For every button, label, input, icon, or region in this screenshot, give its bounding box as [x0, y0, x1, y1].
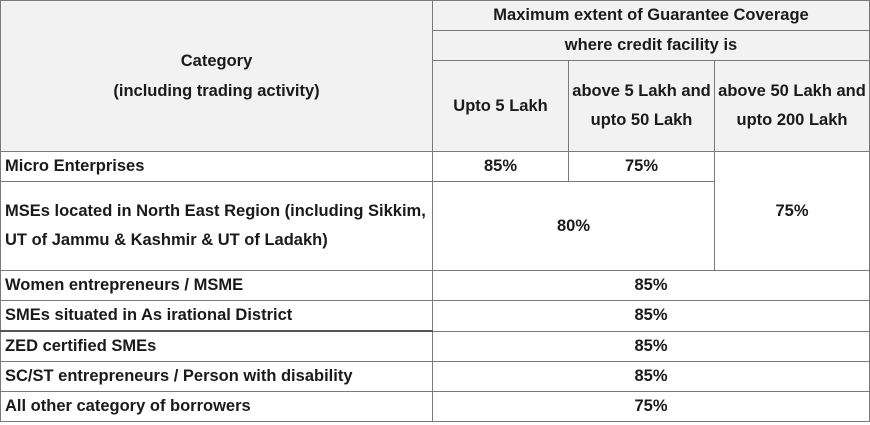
table-row: SC/ST entrepreneurs / Person with disabi…	[0, 361, 870, 392]
table-row: SMEs situated in As irational District 8…	[0, 300, 870, 332]
row-category-label: ZED certified SMEs	[0, 330, 433, 362]
column-header-50-to-200-lakh: above 50 Lakh and upto 200 Lakh	[714, 60, 870, 152]
merged-value-50-to-200-lakh: 75%	[714, 151, 870, 271]
row-value-all-ranges: 85%	[432, 270, 870, 301]
table-row: Women entrepreneurs / MSME 85%	[0, 270, 870, 301]
column-header-5-to-50-lakh: above 5 Lakh and upto 50 Lakh	[568, 60, 715, 152]
row-category-label: All other category of borrowers	[0, 391, 433, 422]
row-value-upto-5-lakh: 85%	[432, 151, 569, 182]
table-row: MSEs located in North East Region (inclu…	[0, 181, 870, 271]
coverage-subtitle-header: where credit facility is	[432, 30, 870, 61]
header-row-columns: Upto 5 Lakh above 5 Lakh and upto 50 Lak…	[1, 60, 870, 152]
row-value-all-ranges: 85%	[432, 361, 870, 392]
table-row: ZED certified SMEs 85%	[0, 330, 870, 362]
row-value-all-ranges: 85%	[432, 300, 870, 332]
header-row-title: Category (including trading activity) Ma…	[0, 0, 870, 152]
table-row: Micro Enterprises 85% 75% 75%	[0, 151, 870, 271]
row-value-upto-50-lakh: 80%	[432, 181, 715, 271]
row-category-label: Micro Enterprises	[0, 151, 433, 182]
row-value-all-ranges: 75%	[432, 391, 870, 422]
category-header-label: Category	[180, 52, 253, 70]
row-value-all-ranges: 85%	[432, 330, 870, 362]
category-header-cell: Category (including trading activity)	[0, 0, 433, 152]
column-header-upto-5-lakh: Upto 5 Lakh	[432, 60, 569, 152]
table-row: All other category of borrowers 75%	[0, 391, 870, 422]
row-category-label: MSEs located in North East Region (inclu…	[0, 181, 433, 271]
header-row-subtitle: where credit facility is	[1, 30, 870, 61]
category-header-sublabel: (including trading activity)	[113, 82, 320, 100]
coverage-title-header: Maximum extent of Guarantee Coverage	[432, 0, 870, 31]
row-category-label: SMEs situated in As irational District	[0, 300, 433, 332]
row-category-label: Women entrepreneurs / MSME	[0, 270, 433, 301]
row-category-label: SC/ST entrepreneurs / Person with disabi…	[0, 361, 433, 392]
row-value-5-to-50-lakh: 75%	[568, 151, 715, 182]
